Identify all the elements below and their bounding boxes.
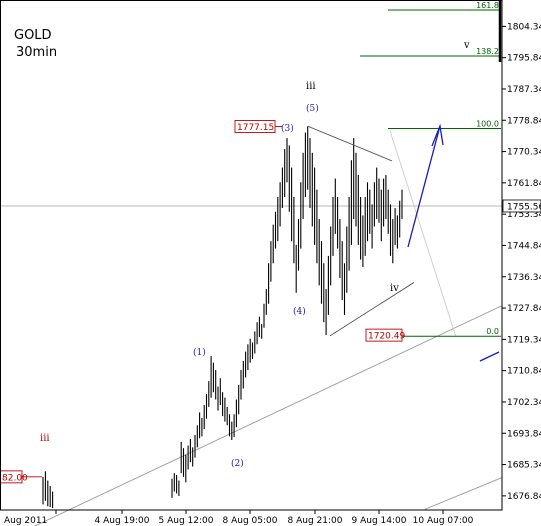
projection-arrow [407, 125, 441, 248]
wave-label: v [463, 40, 470, 51]
current-price-box [502, 199, 541, 213]
fib-level-label: 0.0 [486, 327, 499, 336]
y-tick-label: 1685.34 [507, 461, 541, 471]
y-tick-label: 1761.84 [507, 179, 541, 189]
y-tick-label: 1727.84 [507, 304, 541, 314]
price-label-text: 1777.15 [237, 123, 274, 133]
y-tick-label: 1770.34 [507, 148, 541, 158]
x-tick-label: 10 Aug 07:00 [413, 516, 474, 526]
wave-labels: iii (1) (2) (3) (4) (5) iii iv v [40, 40, 470, 469]
y-tick-label: 1710.84 [507, 367, 541, 377]
fib-level-label: 100.0 [476, 120, 499, 129]
projection-guide-line [389, 130, 457, 338]
wave-label: (4) [293, 306, 306, 317]
x-tick-label: 9 Aug 14:00 [352, 516, 407, 526]
wave-label: iii [40, 433, 50, 444]
trendlines [33, 305, 503, 526]
chart-subtitle: 30min [16, 45, 57, 60]
triangle-lower-line [329, 282, 415, 337]
price-label-text: 82.00 [2, 473, 28, 483]
x-tick-label: 5 Aug 12:00 [159, 516, 214, 526]
price-bars [42, 126, 403, 509]
fib-level-label: 138.2 [476, 47, 499, 56]
x-tick-label: 4 Aug 19:00 [95, 516, 150, 526]
wave-label: iv [390, 283, 399, 294]
x-tick-label: 8 Aug 21:00 [288, 516, 343, 526]
chart-title: GOLD [14, 28, 52, 43]
wave-label: (1) [193, 347, 206, 358]
y-tick-label: 1702.34 [507, 398, 541, 408]
y-tick-label: 1676.84 [507, 492, 541, 502]
y-tick-label: 1736.34 [507, 273, 541, 283]
x-tick-label: 8 Aug 05:00 [223, 516, 278, 526]
plot-frame [0, 0, 503, 511]
y-tick-label: 1804.34 [507, 22, 541, 32]
y-tick-label: 1744.84 [507, 241, 541, 251]
y-tick-label: 1778.84 [507, 116, 541, 126]
projection-arrowhead [431, 123, 444, 147]
channel-lower-trendline [33, 305, 503, 526]
fib-level-label: 161.8 [476, 1, 499, 10]
wave-label: (5) [306, 103, 319, 114]
price-label-text: 1720.49 [368, 332, 405, 342]
overlays: 161.8 138.2 100.0 0.0 1777.15 1720.49 82.00 [0, 0, 502, 483]
price-label-box [365, 328, 403, 342]
triangle-upper-line [307, 125, 393, 162]
y-tick-label: 1719.34 [507, 335, 541, 345]
wave-label: (2) [231, 458, 244, 469]
wave-label: (3) [281, 123, 294, 134]
y-tick-label: 1753.34 [507, 210, 541, 220]
x-tick-label: Aug 2011 [4, 516, 47, 526]
y-tick-label: 1795.84 [507, 54, 541, 64]
current-price-label: 1755.56 [507, 202, 541, 212]
wave-label: iii [306, 81, 316, 92]
projection-arrow-right [479, 351, 500, 362]
channel-parallel-trendline [424, 477, 503, 510]
y-tick-label: 1787.34 [507, 85, 541, 95]
y-tick-label: 1693.84 [507, 429, 541, 439]
